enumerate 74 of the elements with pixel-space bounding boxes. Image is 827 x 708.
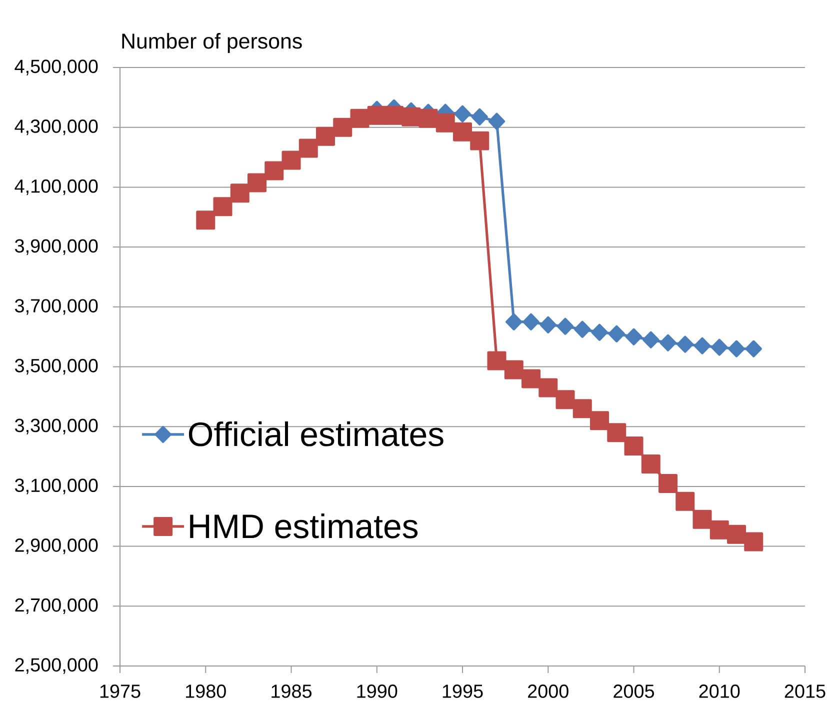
point bbox=[607, 423, 626, 442]
point bbox=[727, 524, 746, 544]
point bbox=[676, 492, 695, 511]
point bbox=[711, 338, 728, 356]
y-tick-label: 3,900,000 bbox=[15, 239, 98, 255]
point bbox=[745, 340, 762, 358]
point bbox=[298, 138, 318, 158]
point bbox=[506, 313, 522, 330]
point bbox=[384, 106, 404, 125]
point bbox=[676, 336, 694, 353]
point bbox=[316, 126, 336, 146]
point bbox=[418, 108, 438, 128]
point bbox=[367, 106, 386, 125]
y-tick-label: 3,100,000 bbox=[15, 478, 98, 494]
point bbox=[658, 474, 678, 493]
x-tick-label: 2000 bbox=[528, 684, 568, 698]
point bbox=[248, 173, 267, 192]
point bbox=[436, 113, 455, 132]
point bbox=[556, 390, 575, 410]
point bbox=[574, 320, 591, 338]
x-tick-label: 2005 bbox=[614, 684, 654, 698]
point bbox=[196, 210, 216, 230]
x-tick-label: 2015 bbox=[784, 684, 826, 698]
point bbox=[590, 411, 610, 430]
point bbox=[608, 325, 625, 342]
y-tick-label: 4,100,000 bbox=[14, 179, 98, 196]
y-tick-label: 3,500,000 bbox=[15, 358, 98, 375]
x-tick-label: 1995 bbox=[442, 684, 483, 698]
point bbox=[624, 436, 644, 456]
x-tick-label: 2010 bbox=[699, 684, 740, 698]
point bbox=[213, 197, 232, 216]
point bbox=[522, 313, 540, 330]
point bbox=[692, 510, 712, 529]
point bbox=[264, 161, 284, 180]
point bbox=[454, 105, 471, 122]
point bbox=[744, 532, 764, 552]
point bbox=[333, 118, 352, 137]
point bbox=[625, 328, 642, 346]
legend-label: HMD estimates bbox=[190, 513, 418, 538]
y-tick-label: 2,900,000 bbox=[15, 538, 98, 554]
point bbox=[538, 378, 558, 398]
y-tick-label: 3,300,000 bbox=[15, 418, 98, 434]
y-tick-label: 2,700,000 bbox=[15, 598, 98, 614]
y-tick-label: 4,300,000 bbox=[14, 120, 98, 136]
point bbox=[487, 351, 506, 370]
y-axis-title: Number of persons bbox=[122, 33, 302, 53]
point bbox=[453, 122, 472, 142]
point bbox=[504, 360, 524, 380]
point bbox=[230, 184, 250, 203]
x-tick-label: 1990 bbox=[357, 684, 398, 698]
point bbox=[728, 340, 745, 358]
legend-label: Official estimates bbox=[188, 421, 444, 446]
point bbox=[710, 520, 729, 540]
point bbox=[660, 334, 676, 352]
y-tick-label: 4,500,000 bbox=[14, 60, 98, 76]
point bbox=[488, 112, 506, 130]
point bbox=[556, 318, 574, 335]
point bbox=[540, 316, 556, 334]
point bbox=[591, 324, 608, 341]
x-tick-label: 1985 bbox=[272, 684, 312, 698]
x-tick-label: 1980 bbox=[186, 684, 226, 698]
point bbox=[572, 399, 592, 418]
point bbox=[470, 131, 490, 150]
y-tick-label: 3,700,000 bbox=[15, 299, 98, 315]
point bbox=[641, 454, 660, 474]
x-tick-label: 1975 bbox=[100, 684, 140, 698]
y-tick-label: 2,500,000 bbox=[15, 658, 98, 674]
point bbox=[402, 107, 421, 126]
point bbox=[282, 150, 301, 170]
point bbox=[350, 108, 370, 128]
point bbox=[522, 369, 541, 388]
point bbox=[471, 108, 488, 126]
point bbox=[694, 337, 711, 354]
point bbox=[642, 331, 660, 348]
